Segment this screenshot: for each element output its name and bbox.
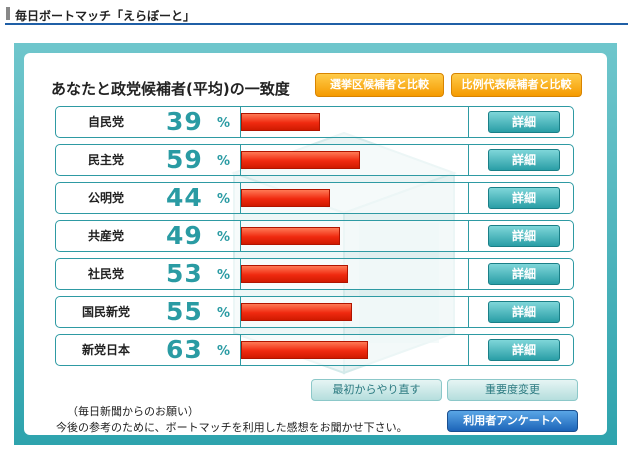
detail-button[interactable]: 詳細 <box>488 149 560 171</box>
party-row: 共産党 49% 詳細 <box>55 220 574 252</box>
bar-track <box>240 183 469 213</box>
party-name: 共産党 <box>87 229 124 243</box>
match-percent: 55 <box>166 297 203 326</box>
bar-track <box>240 145 469 175</box>
page-title: 毎日ボートマッチ「えらぼーと」 <box>15 9 196 23</box>
change-importance-button[interactable]: 重要度変更 <box>447 379 578 401</box>
result-frame: あなたと政党候補者(平均)の一致度 選挙区候補者と比較 比例代表候補者と比較 自… <box>14 43 617 445</box>
match-percent: 59 <box>166 145 203 174</box>
party-row: 新党日本 63% 詳細 <box>55 334 574 366</box>
match-bar <box>241 303 352 321</box>
survey-button[interactable]: 利用者アンケートへ <box>447 410 578 432</box>
percent-sign: % <box>217 306 231 321</box>
request-text: 今後の参考のために、ボートマッチを利用した感想をお聞かせ下さい。 <box>56 421 408 434</box>
party-row: 公明党 44% 詳細 <box>55 182 574 214</box>
party-name: 社民党 <box>87 267 124 281</box>
percent-sign: % <box>217 192 231 207</box>
bar-track <box>240 335 469 365</box>
party-row: 自民党 39% 詳細 <box>55 106 574 138</box>
compare-district-button[interactable]: 選挙区候補者と比較 <box>315 73 444 97</box>
compare-pr-button[interactable]: 比例代表候補者と比較 <box>451 73 582 97</box>
match-bar <box>241 227 340 245</box>
result-panel: あなたと政党候補者(平均)の一致度 選挙区候補者と比較 比例代表候補者と比較 自… <box>24 53 607 435</box>
match-bar <box>241 113 320 131</box>
match-title: あなたと政党候補者(平均)の一致度 <box>51 80 290 98</box>
percent-sign: % <box>217 230 231 245</box>
header-marker <box>6 7 10 20</box>
party-row: 社民党 53% 詳細 <box>55 258 574 290</box>
party-row: 民主党 59% 詳細 <box>55 144 574 176</box>
match-percent: 49 <box>166 221 203 250</box>
detail-button[interactable]: 詳細 <box>488 225 560 247</box>
percent-sign: % <box>217 268 231 283</box>
bar-track <box>240 107 469 137</box>
match-percent: 53 <box>166 259 203 288</box>
match-bar <box>241 265 348 283</box>
party-name: 自民党 <box>87 115 124 129</box>
detail-button[interactable]: 詳細 <box>488 111 560 133</box>
party-name: 公明党 <box>87 191 124 205</box>
bar-track <box>240 221 469 251</box>
page-header: 毎日ボートマッチ「えらぼーと」 <box>5 4 628 25</box>
detail-button[interactable]: 詳細 <box>488 263 560 285</box>
match-bar <box>241 341 368 359</box>
party-name: 民主党 <box>87 153 124 167</box>
detail-button[interactable]: 詳細 <box>488 339 560 361</box>
bar-track <box>240 297 469 327</box>
restart-button[interactable]: 最初からやり直す <box>311 379 442 401</box>
bar-track <box>240 259 469 289</box>
match-bar <box>241 189 330 207</box>
match-bar <box>241 151 360 169</box>
detail-button[interactable]: 詳細 <box>488 187 560 209</box>
detail-button[interactable]: 詳細 <box>488 301 560 323</box>
match-percent: 39 <box>166 107 203 136</box>
party-name: 国民新党 <box>81 305 130 319</box>
percent-sign: % <box>217 116 231 131</box>
match-percent: 44 <box>166 183 203 212</box>
percent-sign: % <box>217 154 231 169</box>
request-heading: （毎日新聞からのお願い） <box>67 405 199 418</box>
party-name: 新党日本 <box>81 343 130 357</box>
party-row: 国民新党 55% 詳細 <box>55 296 574 328</box>
match-percent: 63 <box>166 335 203 364</box>
percent-sign: % <box>217 344 231 359</box>
